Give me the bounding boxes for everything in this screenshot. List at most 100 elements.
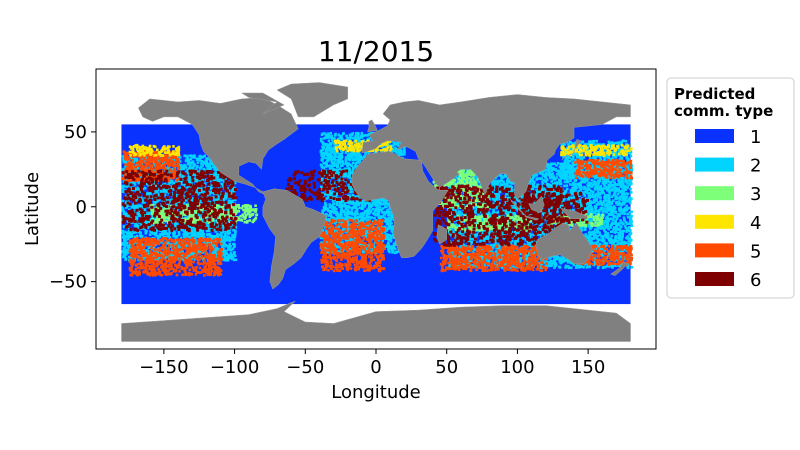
community-point	[377, 202, 381, 205]
community-point	[122, 211, 126, 214]
community-point	[358, 206, 362, 209]
community-point	[367, 215, 371, 218]
community-point	[166, 167, 170, 171]
community-point	[354, 136, 357, 139]
community-point	[230, 238, 233, 241]
community-point	[378, 219, 382, 223]
community-point	[330, 210, 333, 213]
community-point	[375, 251, 378, 254]
community-point	[386, 213, 390, 217]
community-point	[334, 172, 338, 175]
community-point	[351, 161, 355, 165]
community-point	[157, 257, 161, 260]
community-point	[325, 143, 328, 146]
community-point	[340, 204, 344, 207]
community-point	[180, 164, 183, 168]
community-point	[380, 210, 384, 214]
community-point	[226, 210, 229, 213]
plot-area	[121, 82, 634, 342]
community-point	[328, 210, 332, 213]
chart-title: 11/2015	[318, 35, 434, 68]
community-point	[173, 245, 177, 249]
community-point	[196, 232, 199, 235]
community-point	[126, 213, 129, 217]
community-point	[340, 235, 344, 238]
community-point	[344, 156, 348, 159]
community-point	[328, 164, 332, 168]
community-point	[346, 227, 349, 231]
community-point	[338, 217, 341, 221]
community-point	[329, 144, 333, 147]
community-point	[130, 205, 134, 209]
community-point	[344, 167, 347, 170]
community-point	[344, 173, 348, 176]
community-point	[127, 230, 131, 233]
community-point	[184, 233, 188, 236]
community-point	[225, 191, 228, 194]
community-point	[174, 235, 178, 238]
community-point	[344, 208, 348, 211]
community-point	[209, 186, 213, 190]
community-point	[155, 190, 159, 194]
community-point	[211, 235, 215, 238]
community-point	[191, 197, 195, 200]
community-point	[358, 214, 362, 218]
community-point	[341, 160, 345, 163]
community-point	[338, 185, 341, 188]
community-point	[382, 198, 386, 201]
community-point	[201, 234, 205, 238]
community-point	[190, 234, 194, 237]
community-point	[364, 248, 368, 251]
community-point	[169, 252, 173, 256]
community-point	[381, 202, 385, 206]
community-point	[126, 235, 130, 238]
community-point	[382, 212, 386, 215]
community-point	[169, 214, 172, 218]
community-point	[325, 192, 329, 196]
community-point	[233, 233, 237, 237]
community-point	[340, 153, 343, 156]
community-point	[136, 198, 140, 201]
community-point	[233, 254, 237, 257]
community-point	[180, 166, 183, 169]
community-point	[374, 207, 378, 211]
community-point	[198, 186, 201, 190]
community-point	[185, 234, 189, 238]
community-point	[348, 216, 351, 219]
community-point	[202, 167, 205, 171]
community-point	[330, 157, 333, 160]
community-point	[177, 244, 180, 247]
community-point	[353, 204, 356, 208]
community-point	[391, 249, 395, 252]
community-point	[203, 154, 206, 158]
community-point	[168, 228, 171, 232]
community-point	[150, 231, 154, 235]
community-point	[148, 233, 152, 236]
community-point	[390, 222, 393, 225]
community-point	[122, 235, 125, 239]
community-point	[222, 198, 225, 202]
community-point	[358, 243, 362, 247]
community-point	[327, 135, 331, 138]
community-point	[351, 153, 354, 157]
community-point	[383, 216, 387, 219]
community-point	[385, 205, 388, 209]
community-point	[332, 152, 336, 155]
community-point	[176, 180, 180, 183]
community-point	[121, 155, 125, 158]
community-point	[385, 209, 389, 212]
community-point	[222, 185, 225, 188]
community-point	[125, 201, 128, 204]
community-point	[217, 196, 221, 199]
community-point	[338, 154, 341, 157]
community-point	[165, 207, 168, 210]
community-point	[325, 136, 328, 139]
community-point	[326, 250, 329, 254]
community-point	[364, 235, 368, 238]
community-point	[359, 155, 363, 159]
community-point	[148, 204, 152, 207]
community-point	[200, 162, 203, 166]
community-point	[155, 229, 159, 232]
community-point	[371, 226, 375, 230]
community-point	[205, 163, 208, 167]
